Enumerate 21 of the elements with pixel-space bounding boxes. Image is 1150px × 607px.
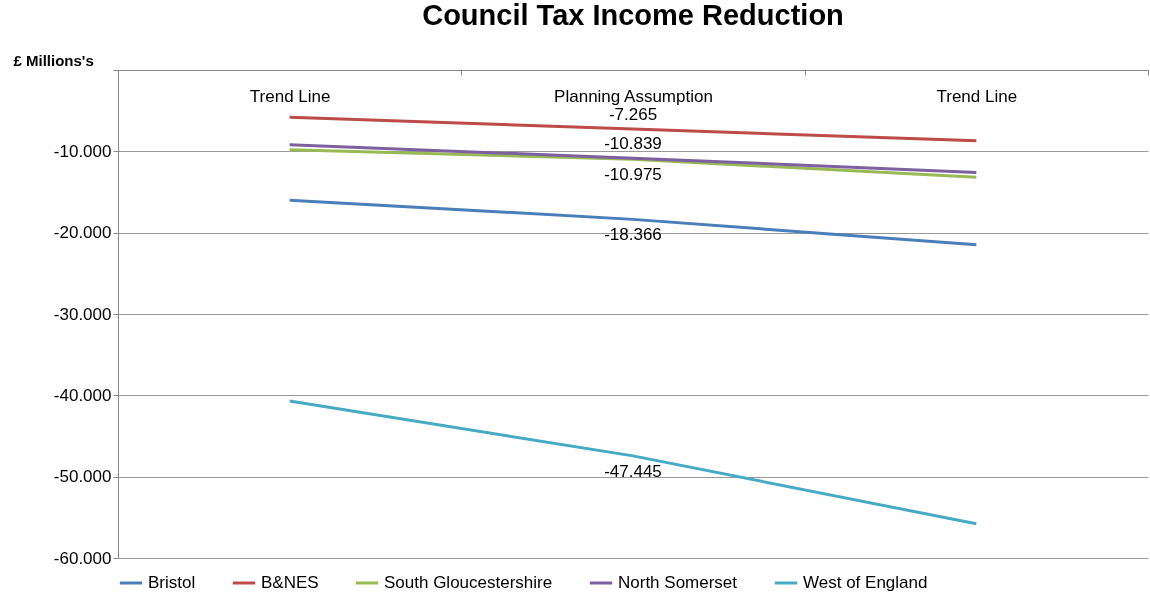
y-tick-label: -40.000 xyxy=(53,385,112,405)
data-label: -10.839 xyxy=(604,134,662,154)
y-tick-label: -50.000 xyxy=(53,467,112,487)
data-label: -10.975 xyxy=(604,165,662,185)
data-label: -18.366 xyxy=(604,225,662,245)
legend-label: Bristol xyxy=(148,573,196,592)
chart-title: Council Tax Income Reduction xyxy=(422,0,844,31)
y-axis-title: £ Millions's xyxy=(13,51,94,69)
x-tick-label: Trend Line xyxy=(249,86,331,106)
legend-label: North Somerset xyxy=(618,573,738,592)
x-tick-label: Trend Line xyxy=(936,86,1018,106)
legend-label: South Gloucestershire xyxy=(384,573,553,592)
y-tick-label: -30.000 xyxy=(53,304,112,324)
y-tick-label: -20.000 xyxy=(53,223,112,243)
legend-label: West of England xyxy=(803,573,928,592)
data-label: -7.265 xyxy=(608,105,658,125)
y-tick-label: -60.000 xyxy=(53,548,112,568)
x-tick-label: Planning Assumption xyxy=(554,86,713,106)
data-label: -47.445 xyxy=(604,461,662,481)
legend-label: B&NES xyxy=(261,573,319,592)
y-tick-label: -10.000 xyxy=(53,141,112,161)
